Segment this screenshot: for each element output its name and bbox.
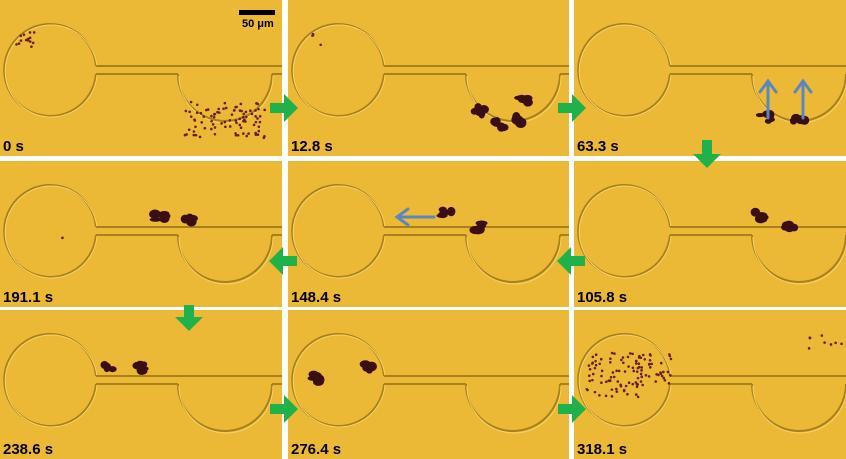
time-label: 0 s <box>3 138 24 155</box>
panel <box>288 310 578 459</box>
time-label: 276.4 s <box>291 441 341 458</box>
time-label: 148.4 s <box>291 289 341 306</box>
panel <box>574 0 846 160</box>
scale-bar-label: 50 μm <box>242 18 274 30</box>
time-label: 191.1 s <box>3 289 53 306</box>
time-label: 318.1 s <box>577 441 627 458</box>
scale-bar <box>239 10 275 15</box>
time-label: 238.6 s <box>3 441 53 458</box>
panel <box>288 0 578 160</box>
time-label: 12.8 s <box>291 138 333 155</box>
time-label: 105.8 s <box>577 289 627 306</box>
time-label: 63.3 s <box>577 138 619 155</box>
panel <box>0 310 290 459</box>
figure: 0 s 12.8 s 63.3 s 191.1 s 148.4 s 105.8 s 238.… <box>0 0 846 459</box>
panel <box>574 310 846 459</box>
